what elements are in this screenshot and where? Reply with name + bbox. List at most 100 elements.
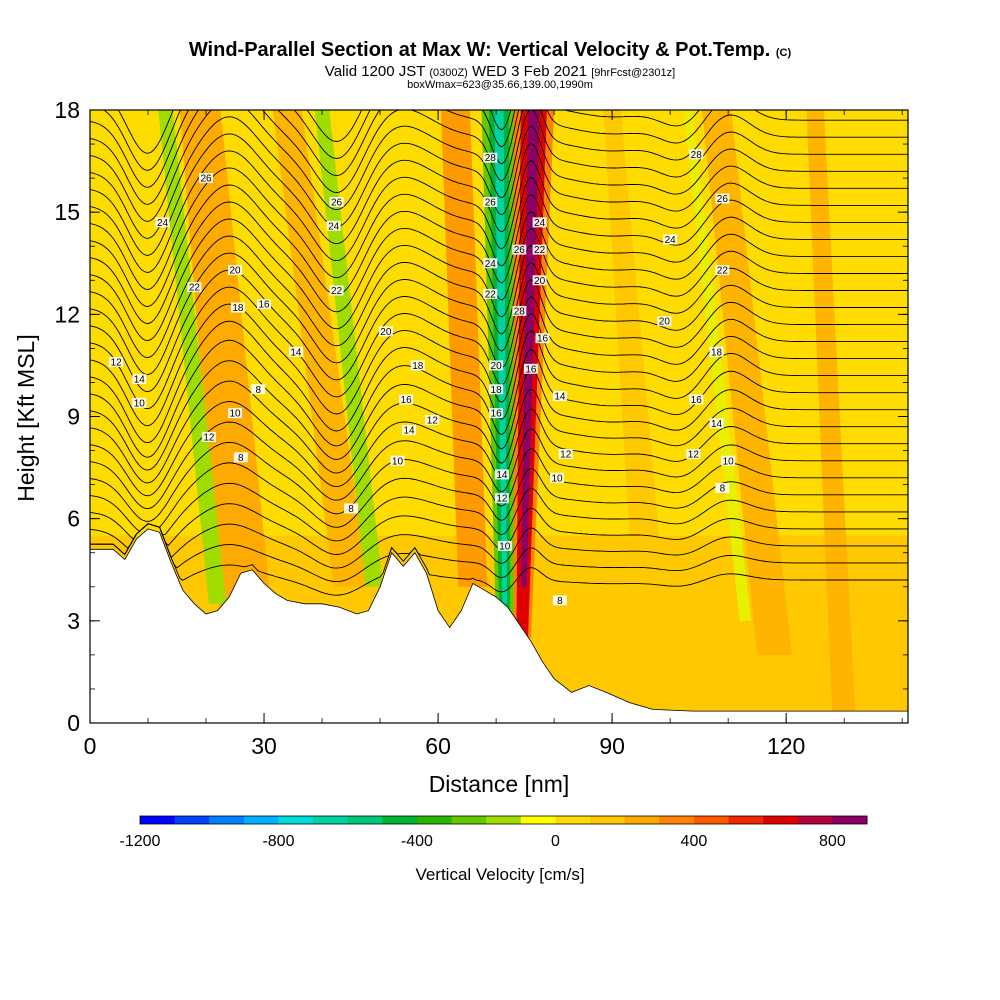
isentrope-line	[90, 201, 908, 325]
y-tick-label: 0	[67, 710, 80, 736]
isentrope-label-text: 26	[485, 197, 497, 208]
isentrope-label-bg	[558, 448, 573, 459]
isentrope-label-text: 20	[491, 361, 503, 372]
isentrope-label-text: 22	[717, 266, 729, 277]
colorbar-swatch	[763, 816, 799, 824]
isentrope-label-text: 8	[720, 484, 726, 495]
isentrope-label: 22	[483, 288, 498, 300]
colorbar-tick-label: 0	[551, 833, 560, 850]
isentrope-label-text: 12	[203, 432, 215, 443]
isentrope-line	[90, 235, 908, 359]
isentrope-label-bg	[199, 173, 214, 184]
y-tick-label: 12	[54, 301, 80, 327]
x-tick-label: 30	[251, 733, 277, 759]
colorbar-swatch	[693, 816, 730, 824]
isentrope-label: 24	[483, 258, 498, 270]
updraft-band	[806, 110, 856, 723]
isentrope-label-bg	[132, 397, 147, 408]
isentrope-label-text: 20	[659, 317, 671, 328]
isentrope-label-text: 18	[232, 303, 244, 314]
isentrope-label-text: 16	[525, 364, 537, 375]
isentrope-label-text: 8	[238, 453, 244, 464]
isentrope-label-text: 18	[412, 361, 424, 372]
isentrope-label-text: 12	[688, 449, 700, 460]
isentrope-label: 14	[402, 425, 417, 437]
isentrope-label: 22	[329, 285, 344, 297]
isentrope-label: 26	[715, 193, 730, 205]
isentrope-label: 10	[497, 540, 512, 552]
isentrope-label-bg	[228, 408, 243, 419]
isentrope-label: 8	[552, 595, 567, 607]
colorbar-swatch	[416, 816, 453, 824]
y-axis-label: Height [Kft MSL]	[13, 334, 39, 501]
isentrope-label-bg	[390, 455, 405, 466]
axes: 0 30 60 90 120 0 3 6 9 12 15 18	[54, 97, 908, 759]
isentrope-label-bg	[663, 234, 678, 245]
isentrope-label-text: 14	[496, 470, 508, 481]
isentrope-label: 24	[326, 220, 341, 232]
isentrope-label-bg	[715, 265, 730, 276]
colorbar-tick-label: -1200	[120, 833, 161, 850]
isentrope-label-text: 24	[328, 221, 340, 232]
isentrope-label: 26	[329, 196, 344, 208]
isentrope-label-bg	[489, 360, 504, 371]
chart-title: Wind-Parallel Section at Max W: Vertical…	[189, 39, 792, 61]
colorbar-swatch	[659, 816, 695, 824]
isentrope-label-bg	[187, 282, 202, 293]
isentrope-labels: 26 24 22 20 18 16 14 12 14 10 12 10 8 8 26 24 22 20 18 16 14…	[109, 149, 736, 607]
updraft-core	[521, 110, 540, 587]
isentrope-label: 18	[410, 360, 425, 372]
isentrope-label: 12	[494, 493, 509, 505]
x-tick-label: 0	[84, 733, 97, 759]
isentrope-label-text: 12	[496, 494, 508, 505]
isentrope-label: 10	[550, 472, 565, 484]
isentrope-label-bg	[155, 217, 170, 228]
isentrope-line	[90, 523, 908, 569]
isentrope-label-bg	[257, 299, 272, 310]
isentrope-label-text: 20	[229, 266, 241, 277]
y-tick-label: 15	[54, 199, 80, 225]
isentrope-label: 18	[230, 302, 245, 314]
isentrope-label: 10	[228, 408, 243, 420]
isentrope-label: 20	[657, 316, 672, 328]
updraft-band	[440, 110, 488, 587]
isentrope-line	[90, 286, 908, 410]
isentrope-label-bg	[251, 384, 266, 395]
isentrope-label-bg	[709, 418, 724, 429]
isentrope-label-bg	[532, 217, 547, 228]
isentrope-label: 16	[257, 299, 272, 311]
isentrope-label-bg	[288, 346, 303, 357]
colorbar-swatch	[209, 816, 245, 824]
isentrope-line	[90, 184, 908, 307]
isentrope-label: 26	[483, 196, 498, 208]
isentrope-label-text: 12	[560, 449, 572, 460]
isentrope-label: 16	[399, 394, 414, 406]
isentrope-label: 10	[132, 397, 147, 409]
colorbar-swatch	[728, 816, 764, 824]
colorbar-swatch	[797, 816, 833, 824]
isentrope-line	[90, 110, 908, 205]
colorbar-swatch	[382, 816, 418, 824]
isentrope-label: 14	[552, 391, 567, 403]
isentrope-label-text: 10	[499, 541, 511, 552]
isentrope-label: 22	[187, 282, 202, 294]
isentrope-label-bg	[532, 275, 547, 286]
downdraft-band	[158, 110, 227, 604]
isentrope-label: 12	[201, 431, 216, 443]
isentrope-label: 22	[715, 265, 730, 277]
colorbar-swatch	[590, 816, 626, 824]
isentrope-label: 16	[689, 394, 704, 406]
isentrope-label-bg	[425, 414, 440, 425]
isentrope-line	[90, 441, 908, 522]
colorbar-tick-label: 400	[681, 833, 708, 850]
isentrope-label-text: 16	[258, 300, 270, 311]
isentrope-lines	[90, 110, 908, 596]
y-tick-label: 9	[67, 404, 80, 430]
isentrope-label-bg	[552, 595, 567, 606]
colorbar-tick-label: -800	[262, 833, 294, 850]
isentrope-line	[90, 380, 908, 484]
isentrope-label: 20	[378, 326, 393, 338]
updraft-band	[272, 110, 369, 587]
isentrope-label: 18	[709, 346, 724, 358]
